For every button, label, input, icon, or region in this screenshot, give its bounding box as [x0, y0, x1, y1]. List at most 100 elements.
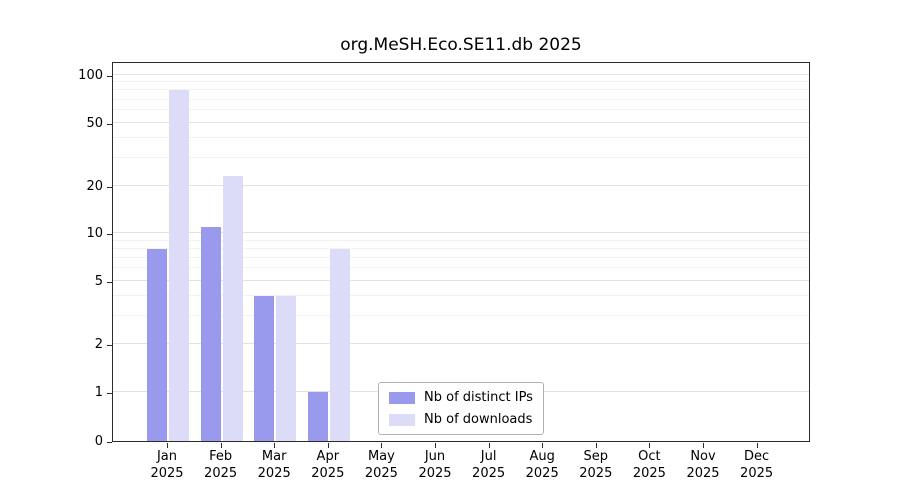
y-tick-mark [107, 392, 112, 394]
x-tick-month: Jan [156, 449, 178, 464]
x-tick-month: Jun [424, 449, 446, 464]
bar-jan-distinct-ips [147, 248, 167, 441]
x-tick-month: May [367, 449, 395, 464]
x-tick-label-apr: Apr 2025 [293, 448, 363, 482]
bar-feb-downloads [222, 176, 243, 441]
x-tick-year: 2025 [579, 466, 613, 481]
bar-feb-distinct-ips [200, 226, 221, 441]
y-tick-label: 100 [78, 68, 103, 83]
gridline [113, 239, 809, 241]
gridline [113, 184, 809, 186]
x-tick-month: Feb [209, 449, 233, 464]
legend-item-downloads: Nb of downloads [389, 412, 533, 427]
x-tick-mark [542, 443, 544, 448]
x-tick-month: Nov [690, 449, 716, 464]
x-tick-mark [703, 443, 704, 448]
chart-title: org.MeSH.Eco.SE11.db 2025 [340, 35, 582, 55]
x-tick-label-dec: Dec 2025 [722, 448, 792, 482]
x-tick-mark [274, 443, 276, 448]
gridline [113, 121, 809, 123]
x-tick-year: 2025 [686, 466, 720, 481]
x-tick-mark [488, 443, 490, 448]
legend-item-distinct-ips: Nb of distinct IPs [389, 390, 533, 405]
x-tick-label-jun: Jun 2025 [400, 448, 470, 482]
legend-label-distinct-ips: Nb of distinct IPs [424, 390, 533, 405]
gridline [113, 295, 809, 297]
bar-mar-distinct-ips [254, 296, 275, 441]
x-tick-year: 2025 [204, 466, 238, 481]
x-tick-label-oct: Oct 2025 [614, 448, 684, 482]
y-axis-labels: 0 1 2 5 10 20 50 100 [0, 62, 103, 449]
gridline [113, 279, 809, 281]
gridline [113, 156, 809, 158]
gridline [113, 109, 809, 111]
x-tick-label-may: May 2025 [346, 448, 416, 482]
x-tick-mark [220, 443, 222, 448]
gridline [113, 74, 809, 75]
x-tick-month: Aug [529, 449, 555, 464]
legend-swatch-distinct-ips [389, 391, 415, 404]
y-tick-mark [107, 123, 112, 125]
x-tick-label-nov: Nov 2025 [668, 448, 738, 482]
y-tick-label: 50 [86, 115, 103, 131]
y-tick-mark [107, 442, 112, 443]
y-tick-label: 2 [94, 336, 103, 352]
bar-jan-downloads [169, 90, 189, 441]
gridline [113, 89, 809, 91]
x-tick-mark [435, 443, 436, 448]
gridline [113, 137, 809, 138]
bar-apr-distinct-ips [307, 391, 328, 441]
x-tick-month: Apr [316, 449, 340, 464]
y-tick-mark [107, 344, 112, 346]
x-tick-year: 2025 [632, 466, 666, 481]
x-tick-year: 2025 [418, 466, 452, 481]
x-tick-year: 2025 [150, 466, 184, 481]
x-tick-label-sep: Sep 2025 [561, 448, 631, 482]
legend: Nb of distinct IPs Nb of downloads [378, 382, 544, 435]
x-tick-label-jul: Jul 2025 [454, 448, 524, 482]
bar-apr-downloads [329, 248, 350, 441]
x-tick-mark [649, 443, 651, 448]
gridline [113, 98, 809, 100]
y-tick-mark [107, 281, 112, 283]
x-tick-mark [595, 443, 597, 448]
x-tick-year: 2025 [311, 466, 345, 481]
gridline [113, 232, 809, 234]
plot-area: Nb of distinct IPs Nb of downloads [112, 62, 810, 442]
x-tick-year: 2025 [257, 466, 291, 481]
x-tick-label-jan: Jan 2025 [132, 448, 202, 482]
y-tick-label: 0 [94, 434, 103, 449]
y-tick-mark [107, 234, 112, 236]
gridline [113, 256, 809, 258]
x-tick-year: 2025 [740, 466, 774, 481]
x-tick-month: Sep [583, 449, 609, 464]
y-tick-label: 10 [86, 226, 103, 242]
x-tick-month: Jul [480, 449, 497, 464]
y-tick-mark [107, 186, 112, 188]
x-tick-label-aug: Aug 2025 [507, 448, 577, 482]
legend-swatch-downloads [389, 413, 415, 426]
y-tick-label: 20 [86, 178, 103, 194]
x-tick-mark [327, 443, 329, 448]
gridline [113, 81, 809, 83]
x-tick-month: Oct [638, 449, 661, 464]
x-tick-mark [381, 443, 383, 448]
x-tick-year: 2025 [472, 466, 506, 481]
gridline [113, 315, 809, 317]
y-tick-label: 1 [94, 384, 103, 400]
x-tick-mark [756, 443, 758, 448]
x-tick-mark [167, 443, 168, 448]
y-tick-mark [107, 76, 112, 77]
x-tick-year: 2025 [525, 466, 559, 481]
x-tick-label-feb: Feb 2025 [186, 448, 256, 482]
bar-mar-downloads [276, 296, 297, 441]
x-tick-label-mar: Mar 2025 [239, 448, 309, 482]
gridline [113, 247, 809, 249]
x-tick-month: Dec [744, 449, 770, 464]
gridline [113, 267, 809, 269]
x-tick-month: Mar [261, 449, 287, 464]
y-tick-label: 5 [94, 273, 103, 289]
gridline [113, 342, 809, 344]
x-tick-year: 2025 [364, 466, 398, 481]
